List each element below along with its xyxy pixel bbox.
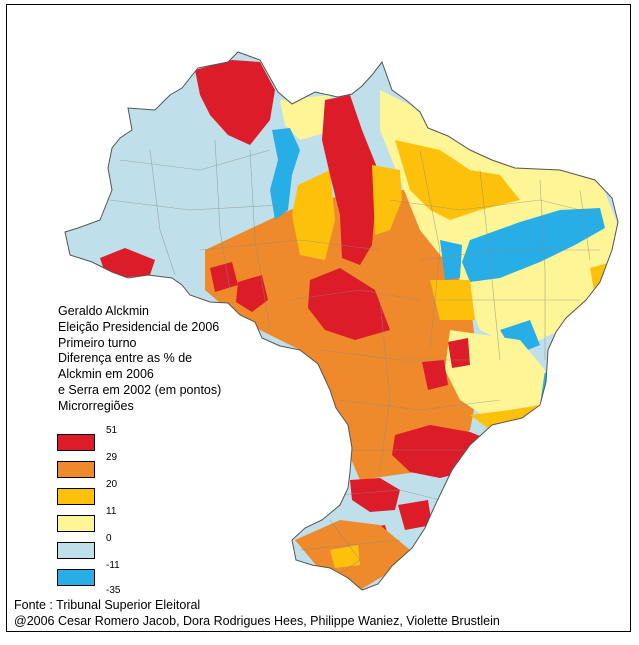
footer-source: Fonte : Tribunal Superior Eleitoral — [14, 598, 201, 612]
legend-line-round: Primeiro turno — [58, 335, 137, 350]
region-piaui-blue — [440, 240, 462, 280]
legend-swatch-0-neg11 — [57, 542, 95, 559]
region-rj-gold — [470, 405, 540, 430]
legend-swatch-neg11-neg35 — [57, 569, 95, 586]
region-para-south — [322, 95, 378, 265]
legend-tick: 29 — [106, 452, 118, 463]
footer-credits: @2006 Cesar Romero Jacob, Dora Rodrigues… — [14, 614, 500, 628]
legend-tick: -11 — [106, 560, 120, 571]
legend-swatch-20-11 — [57, 488, 95, 505]
legend-swatch-29-20 — [57, 461, 95, 478]
region-rondonia-red — [236, 275, 268, 312]
legend-line-description-3: e Serra em 2002 (em pontos) — [58, 382, 222, 397]
region-maranhao — [395, 140, 520, 220]
region-santa-catarina-red — [398, 500, 432, 530]
region-acre — [100, 248, 155, 278]
region-para-west — [292, 170, 335, 260]
microregion-borders — [109, 139, 601, 581]
region-rondonia-red-2 — [210, 262, 238, 292]
legend-tick: 0 — [106, 533, 112, 544]
region-manaus — [270, 128, 300, 220]
legend-line-candidate: Geraldo Alckmin — [58, 304, 150, 318]
legend-title-block: Geraldo Alckmin Eleição Presidencial de … — [58, 304, 221, 415]
legend-swatch-51-29 — [57, 434, 95, 451]
region-goias-red — [448, 338, 470, 368]
legend-tick: 51 — [106, 425, 118, 436]
region-mato-grosso-red — [308, 268, 390, 340]
region-para-east — [372, 165, 402, 235]
legend-tick: 11 — [106, 506, 117, 517]
legend-tick: 20 — [106, 479, 118, 490]
region-minas-gerais — [445, 330, 545, 420]
legend-line-election: Eleição Presidencial de 2006 — [58, 319, 220, 334]
region-amapa-roraima — [280, 95, 335, 140]
legend-line-unit: Microrregiões — [58, 398, 134, 413]
legend-line-description-1: Diferença entre as % de — [58, 351, 193, 366]
legend-tick: -35 — [106, 585, 121, 596]
region-roraima — [195, 60, 275, 145]
legend-line-description-2: Alckmin em 2006 — [58, 367, 154, 382]
legend-swatch-11-0 — [57, 515, 95, 532]
region-ne-blue-band — [462, 208, 605, 282]
region-parana-red — [350, 478, 400, 512]
region-goias-red-2 — [422, 360, 448, 390]
region-rs-gold — [330, 545, 360, 568]
